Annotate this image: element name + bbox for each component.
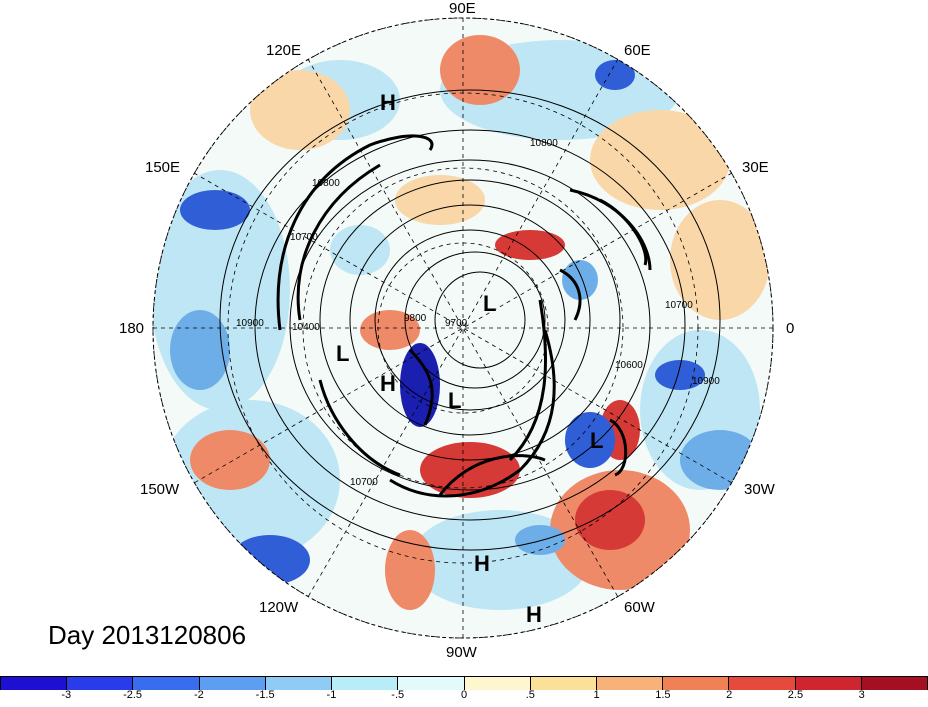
contour-label: 9700 — [445, 318, 468, 329]
contour-label: 10600 — [615, 360, 643, 371]
lon-label-30e: 30E — [742, 159, 769, 176]
colorbar-tick-label: -.5 — [391, 689, 405, 701]
lon-label-30w: 30W — [744, 481, 775, 498]
contour-label: 10800 — [312, 178, 340, 189]
lon-label-150w: 150W — [140, 481, 180, 498]
colorbar-segment — [464, 677, 531, 690]
high-pressure-marker: H — [380, 371, 396, 396]
colorbar-tick-label: -1 — [326, 689, 337, 701]
colorbar-segment — [265, 677, 333, 690]
lon-label-90w: 90W — [446, 644, 477, 661]
lon-label-60w: 60W — [624, 599, 655, 616]
colorbar-segment — [398, 677, 465, 690]
colorbar-segment — [0, 677, 68, 690]
lon-label-120w: 120W — [259, 599, 299, 616]
colorbar-segment — [530, 677, 597, 690]
lon-label-180: 180 — [119, 320, 145, 337]
colorbar-tick-label: 1.5 — [655, 689, 671, 701]
colorbar-tick-label: -2 — [193, 689, 204, 701]
high-pressure-marker: H — [380, 90, 396, 115]
contour-label: 10400 — [292, 322, 320, 333]
contour-label: 10800 — [530, 138, 558, 149]
colorbar-tick-label: -1.5 — [255, 689, 275, 701]
colorbar-tick-label: 0 — [460, 689, 468, 701]
colorbar-segment — [67, 677, 134, 690]
contour-label: 10900 — [692, 376, 720, 387]
colorbar-tick-label: -2.5 — [123, 689, 143, 701]
lon-label-90e: 90E — [449, 0, 476, 17]
colorbar-segment — [133, 677, 200, 690]
contour-label: 9800 — [404, 313, 427, 324]
colorbar-tick-label: 3 — [858, 689, 865, 701]
lon-label-0: 0 — [786, 320, 795, 337]
lon-label-150e: 150E — [145, 159, 181, 176]
low-pressure-marker: L — [590, 428, 604, 453]
contour-label: 10900 — [236, 318, 264, 329]
colorbar — [0, 676, 928, 690]
low-pressure-marker: L — [336, 341, 350, 366]
contour-label: 10700 — [290, 232, 318, 243]
colorbar-segment — [795, 677, 862, 690]
timestamp-label: Day 2013120806 — [48, 620, 247, 650]
contour-label: 10700 — [665, 300, 693, 311]
colorbar-tick-label: -3 — [61, 689, 72, 701]
colorbar-segment — [861, 677, 928, 690]
colorbar-tick-label: 2 — [726, 689, 733, 701]
colorbar-segment — [729, 677, 796, 690]
high-pressure-marker: H — [526, 602, 542, 627]
colorbar-segment — [596, 677, 664, 690]
lon-label-60e: 60E — [624, 42, 651, 59]
colorbar-segment — [663, 677, 730, 690]
high-pressure-marker: H — [474, 551, 490, 576]
low-pressure-marker: L — [483, 291, 497, 316]
low-pressure-marker: L — [448, 388, 462, 413]
colorbar-tick-label: .5 — [525, 689, 535, 701]
height-contours — [219, 89, 721, 551]
map-boundary — [152, 17, 774, 639]
colorbar-segment — [199, 677, 266, 690]
lon-label-120e: 120E — [266, 42, 302, 59]
colorbar-tick-label: 2.5 — [787, 689, 804, 701]
contour-label: 10700 — [350, 477, 378, 488]
anomaly-field — [153, 18, 773, 638]
colorbar-tick-label: 1 — [593, 689, 600, 701]
colorbar-segment — [332, 677, 399, 690]
